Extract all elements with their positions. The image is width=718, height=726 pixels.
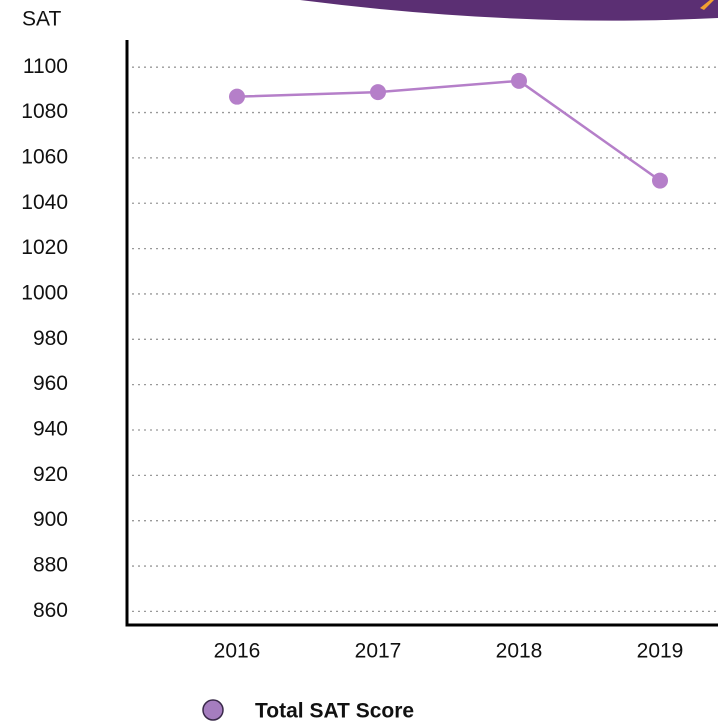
legend-label: Total SAT Score: [255, 700, 414, 723]
y-tick-label: 880: [33, 554, 68, 577]
data-point: [370, 84, 386, 101]
y-tick-label: 900: [33, 508, 68, 531]
y-tick-label: 1040: [21, 191, 68, 214]
y-tick-label: 1100: [23, 55, 68, 78]
y-tick-label: 860: [33, 599, 68, 622]
decoration: [300, 0, 718, 21]
y-tick-label: 920: [33, 463, 68, 486]
legend-marker: [202, 699, 224, 721]
x-tick-label: 2016: [214, 640, 261, 663]
y-tick-label: 1020: [21, 236, 68, 259]
x-tick-label: 2018: [496, 640, 543, 663]
decoration: [700, 0, 714, 10]
x-tick-label: 2017: [355, 640, 402, 663]
data-point: [229, 88, 245, 105]
y-tick-label: 1060: [21, 145, 68, 168]
series-line: [236, 79, 661, 182]
y-axis-label: SAT: [22, 8, 61, 31]
y-tick-label: 1080: [21, 100, 68, 123]
y-tick-label: 980: [33, 327, 68, 350]
y-tick-label: 1000: [21, 282, 68, 305]
y-tick-label: 940: [33, 418, 68, 441]
x-tick-label: 2019: [637, 640, 684, 663]
data-point: [652, 172, 668, 189]
data-point: [511, 72, 527, 89]
y-tick-label: 960: [33, 372, 68, 395]
